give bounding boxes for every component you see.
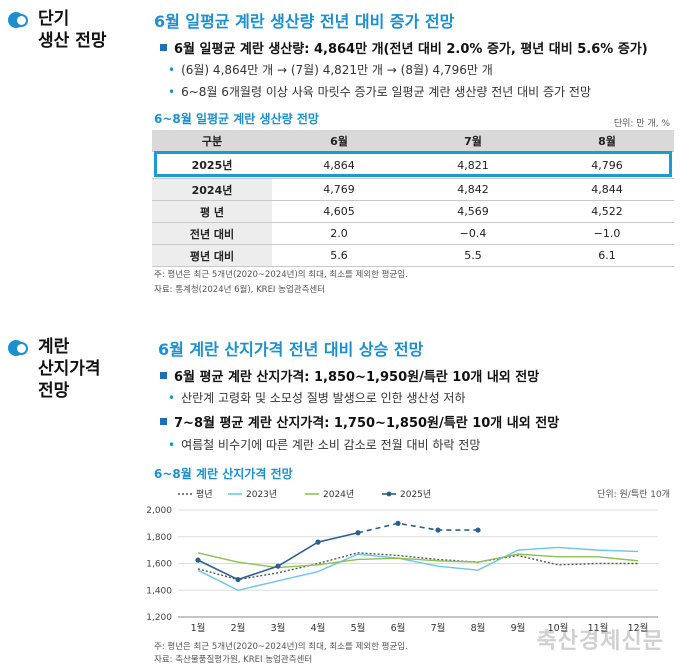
- legend-marker: [386, 491, 392, 497]
- section2-bullet-2: 7~8월 평균 계란 산지가격: 1,750~1,850원/특란 10개 내외 …: [160, 412, 559, 431]
- x-tick-label: 1월: [191, 622, 206, 634]
- table-cell: 4,605: [272, 200, 406, 223]
- table-row: 2024년 4,769 4,842 4,844: [152, 178, 674, 201]
- chart-unit: 단위: 원/특란 10개: [597, 488, 670, 500]
- section2-headline: 6월 계란 산지가격 전년 대비 상승 전망: [158, 340, 424, 359]
- chart-title: 6~8월 계란 산지가격 전망: [154, 467, 293, 481]
- section2-sub-bullet-1: 산란계 고령화 및 소모성 질병 발생으로 인한 생산성 저하: [168, 389, 465, 406]
- table-row-header: 전년 대비: [152, 222, 272, 245]
- table-cell: 5.6: [272, 244, 406, 267]
- data-point: [475, 527, 481, 533]
- legend-label: 2024년: [323, 489, 354, 500]
- row-highlight-2025: [154, 151, 672, 177]
- x-tick-label: 5월: [351, 622, 366, 634]
- chart-note: 주: 평년은 최근 5개년(2020~2024년)의 최대, 최소를 제외한 평…: [154, 642, 408, 652]
- data-point: [195, 557, 201, 563]
- table-cell: 4,842: [406, 178, 540, 201]
- data-point: [275, 563, 281, 569]
- table-row-header: 평 년: [152, 200, 272, 223]
- x-tick-label: 6월: [391, 622, 406, 634]
- table-header-cell: 7월: [406, 130, 540, 152]
- data-point: [355, 530, 361, 536]
- data-point: [435, 527, 441, 533]
- data-point: [315, 539, 321, 545]
- watermark-logo: 축산경제신문: [536, 629, 664, 654]
- table-row: 평 년 4,605 4,569 4,522: [152, 200, 674, 223]
- chart-source: 자료: 축산물품질평가원, KREI 농업관측센터: [154, 655, 313, 665]
- section-bullet-icon: [8, 10, 30, 32]
- table-title: 6~8월 일평균 계란 생산량 전망: [154, 112, 319, 126]
- x-tick-label: 8월: [471, 622, 486, 634]
- section2-sub-bullet-2: 여름철 비수기에 따른 계란 소비 감소로 전월 대비 하락 전망: [168, 436, 480, 453]
- table-row-header: 2024년: [152, 178, 272, 201]
- y-tick-label: 1,600: [146, 560, 172, 570]
- table-source: 자료: 통계청(2024년 6월), KREI 농업관측센터: [154, 285, 326, 295]
- legend-label: 2025년: [400, 489, 431, 500]
- y-tick-label: 2,000: [146, 506, 172, 516]
- y-tick-label: 1,800: [146, 533, 172, 543]
- section1-sub-bullet-1: (6월) 4,864만 개 → (7월) 4,821만 개 → (8월) 4,7…: [168, 61, 493, 78]
- table-cell: 6.1: [540, 244, 674, 267]
- table-cell: 4,769: [272, 178, 406, 201]
- table-cell: 2.0: [272, 222, 406, 245]
- section2-bullet-1: 6월 평균 계란 산지가격: 1,850~1,950원/특란 10개 내외 전망: [160, 366, 539, 385]
- table-cell: 4,844: [540, 178, 674, 201]
- x-tick-label: 9월: [511, 622, 526, 634]
- legend-label: 2023년: [246, 489, 277, 500]
- data-point: [235, 576, 241, 583]
- table-cell: 5.5: [406, 244, 540, 267]
- table-note: 주: 평년은 최근 5개년(2020~2024년)의 최대, 최소를 제외한 평…: [154, 270, 408, 280]
- section1-title: 단기 생산 전망: [38, 9, 107, 51]
- x-tick-label: 7월: [431, 622, 446, 634]
- x-tick-label: 4월: [311, 622, 326, 634]
- y-tick-label: 1,400: [146, 586, 172, 596]
- table-cell: 4,569: [406, 200, 540, 223]
- series-line-2023년: [197, 546, 639, 591]
- table-cell: 4,522: [540, 200, 674, 223]
- series-line-2024년: [197, 552, 639, 569]
- section2-title: 계란 산지가격 전망: [38, 337, 101, 401]
- section-bullet-icon: [8, 338, 30, 360]
- legend-label: 평년: [196, 489, 213, 500]
- table-cell: −0.4: [406, 222, 540, 245]
- table-unit: 단위: 만 개, %: [613, 119, 670, 129]
- section1-sub-bullet-2: 6~8월 6개월령 이상 사육 마릿수 증가로 일평균 계란 생산량 전년 대비…: [168, 83, 591, 100]
- y-tick-label: 1,200: [146, 613, 172, 623]
- x-tick-label: 3월: [271, 622, 286, 634]
- x-tick-label: 2월: [231, 622, 246, 634]
- table-header-cell: 구분: [152, 130, 272, 152]
- table-header-row: 구분 6월 7월 8월: [152, 130, 674, 152]
- table-header-cell: 8월: [540, 130, 674, 152]
- table-header-cell: 6월: [272, 130, 406, 152]
- section1-main-bullet: 6월 일평균 계란 생산량: 4,864만 개(전년 대비 2.0% 증가, 평…: [160, 38, 648, 57]
- table-row: 평년 대비 5.6 5.5 6.1: [152, 244, 674, 267]
- table-cell: −1.0: [540, 222, 674, 245]
- data-point: [395, 520, 401, 526]
- series-line-2025년: [197, 531, 359, 581]
- table-row: 전년 대비 2.0 −0.4 −1.0: [152, 222, 674, 245]
- table-row-header: 평년 대비: [152, 244, 272, 267]
- series-line-2025년-forecast: [357, 522, 478, 534]
- series-line-평년: [197, 552, 638, 581]
- section1-headline: 6월 일평균 계란 생산량 전년 대비 증가 전망: [154, 12, 455, 31]
